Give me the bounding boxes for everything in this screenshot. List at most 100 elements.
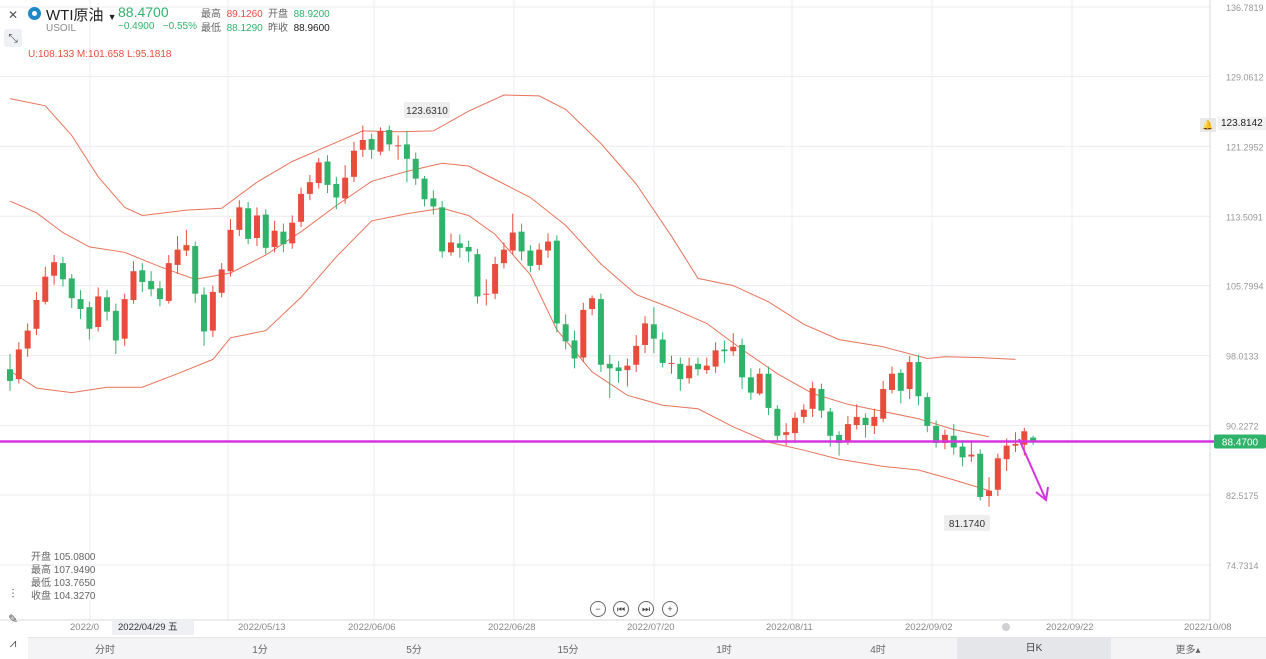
bollinger-upper [9, 94, 1016, 360]
close-icon[interactable]: ✕ [7, 8, 19, 22]
candle [800, 404, 807, 424]
candle [492, 256, 499, 300]
candle [483, 279, 490, 306]
candle [315, 157, 322, 189]
cursor-open: 开盘 105.0800 [31, 552, 96, 563]
tab-tf-6[interactable]: 日K [957, 638, 1111, 659]
tab-tf-4[interactable]: 1时 [716, 645, 732, 656]
candle [130, 261, 137, 304]
candle [968, 440, 975, 462]
x-cursor-label-bg [112, 620, 194, 635]
bollinger-lower [9, 207, 990, 492]
candle-body [1021, 431, 1028, 445]
jump-end-icon[interactable]: ⏭ [638, 601, 654, 617]
x-tick-label: 2022/07/20 [627, 622, 675, 633]
draw-pen-icon[interactable]: ✎ [7, 612, 19, 626]
candle-body [703, 365, 710, 371]
candle-body [624, 365, 631, 371]
candle-body [59, 263, 66, 280]
candle [747, 368, 754, 400]
zigzag-tool-icon[interactable]: ⩘ [9, 636, 17, 650]
candle-body [7, 369, 13, 381]
candle-body [130, 271, 137, 300]
candle-body [342, 177, 349, 199]
candle [262, 209, 269, 255]
tab-tf-0[interactable]: 分时 [95, 645, 115, 656]
y-tick-label: 129.0612 [1226, 72, 1264, 82]
candle-body [844, 424, 851, 442]
y-axis-labels: 136.7819 129.0612 121.2952 113.5091 105.7994… [1226, 3, 1264, 571]
y-tick-label: 136.7819 [1226, 3, 1264, 13]
candle-body [968, 454, 975, 457]
instrument-title[interactable]: WTI原油 ▼ [46, 7, 117, 24]
candle [642, 316, 649, 354]
candle [518, 223, 525, 261]
candle-body [889, 373, 895, 390]
candle-body [721, 349, 728, 352]
tab-tf-2[interactable]: 5分 [406, 645, 422, 656]
candle [774, 405, 781, 442]
caret-down-icon: ▼ [107, 12, 117, 22]
candle [403, 130, 410, 183]
candle [42, 266, 49, 305]
low-annotation-bg [944, 515, 990, 531]
tab-tf-1[interactable]: 1分 [252, 645, 268, 656]
candle-body [95, 296, 102, 327]
candle-body [527, 250, 534, 266]
y-tick-label: 98.0133 [1226, 352, 1259, 362]
candle [324, 155, 331, 193]
candle [77, 290, 84, 319]
candle [659, 332, 666, 368]
candle-body [606, 363, 613, 369]
candle-body [986, 490, 993, 497]
candle-body [280, 231, 287, 245]
candle [871, 408, 878, 434]
candle-body [165, 263, 172, 301]
candle [827, 407, 834, 447]
stat-prev-close: 昨收 88.9600 [268, 23, 330, 34]
candle-body [791, 417, 798, 434]
annotations: 123.6310 81.1740 [404, 102, 990, 531]
tab-tf-5[interactable]: 4时 [870, 645, 886, 656]
candle-body [633, 345, 640, 365]
cursor-low: 最低 103.7650 [31, 578, 96, 589]
candle [359, 125, 366, 158]
candle [377, 127, 384, 156]
high-annotation-bg [404, 102, 450, 118]
candle [545, 233, 552, 258]
candle-body [871, 416, 878, 426]
candle-body [483, 293, 490, 295]
candle [712, 342, 719, 373]
candle-body [553, 240, 560, 324]
candle-body [509, 232, 516, 251]
tab-tf-more[interactable]: 更多▴ [1175, 645, 1201, 656]
candle [24, 323, 31, 357]
candle-body [448, 242, 454, 253]
last-price: 88.4700 [118, 4, 169, 20]
bell-icon[interactable]: 🔔 [1200, 118, 1216, 132]
candle-body [933, 425, 940, 443]
candle-body [174, 249, 181, 265]
candle-body [589, 298, 596, 309]
instrument-code: USOIL [46, 23, 77, 34]
candle [562, 314, 569, 350]
zoom-out-icon[interactable]: − [590, 601, 606, 617]
candle-body [359, 139, 366, 150]
collapse-icon[interactable]: ⤡ [4, 29, 22, 47]
candle-body [183, 245, 190, 251]
candles[interactable] [7, 125, 1037, 507]
jump-start-icon[interactable]: ⏮ [613, 601, 629, 617]
candle [836, 431, 843, 456]
candle-body [809, 388, 816, 409]
candle-body [827, 411, 834, 436]
alert-price[interactable]: 123.8142 [1218, 117, 1266, 130]
candle [280, 223, 287, 253]
stat-high: 最高 89.1260 [201, 9, 263, 20]
indicator-icon[interactable]: ⫶ [11, 587, 15, 601]
candle [633, 335, 640, 372]
tab-tf-3[interactable]: 15分 [557, 645, 579, 656]
candle [880, 380, 887, 423]
zoom-in-icon[interactable]: + [662, 601, 678, 617]
candle-body [642, 323, 649, 345]
